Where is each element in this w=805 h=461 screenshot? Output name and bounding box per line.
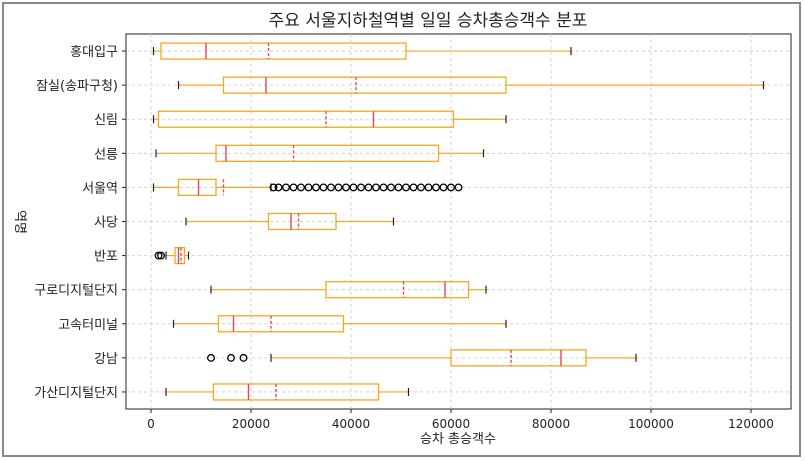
box-group <box>207 349 637 367</box>
outlier-point <box>357 183 365 192</box>
outlier-point <box>342 183 350 192</box>
outlier-point <box>227 353 235 362</box>
y-tick-label: 선릉 <box>94 147 118 162</box>
outlier-point <box>274 183 283 192</box>
box-iqr <box>212 383 380 401</box>
box-iqr <box>217 315 345 333</box>
box-group <box>152 110 507 128</box>
x-axis-label: 승차 총승객수 <box>420 432 496 447</box>
x-tick-label: 80000 <box>532 417 570 431</box>
box-iqr <box>157 110 455 128</box>
outlier-point <box>319 183 328 192</box>
outlier-point <box>409 183 418 192</box>
box-iqr <box>267 212 337 231</box>
outlier-point <box>207 353 215 362</box>
y-tick-label: 반포 <box>94 250 118 265</box>
box-iqr <box>222 76 507 94</box>
chart-title: 주요 서울지하철역별 일일 승차총승객수 분포 <box>269 11 588 31</box>
box-iqr <box>160 42 407 60</box>
outlier-point <box>269 183 278 192</box>
box-group <box>172 315 507 333</box>
x-tick-label: 0 <box>147 417 155 431</box>
y-axis-label: 역명 <box>12 210 27 234</box>
outlier-point <box>334 183 343 192</box>
outlier-point <box>239 353 248 362</box>
outlier-point <box>424 183 433 192</box>
y-tick-label: 사당 <box>94 216 118 231</box>
x-tick-label: 120000 <box>728 417 774 431</box>
box-iqr <box>450 349 587 367</box>
box-group <box>154 246 190 265</box>
outlier-point <box>432 183 440 192</box>
x-tick-label: 60000 <box>432 417 470 431</box>
box-group <box>152 178 463 197</box>
y-tick-label: 신림 <box>94 113 118 128</box>
box-group <box>210 281 487 299</box>
outlier-point <box>327 183 335 192</box>
box-iqr <box>174 246 186 265</box>
outlier-point <box>304 183 313 192</box>
outlier-point <box>447 183 455 192</box>
outlier-point <box>379 183 388 192</box>
y-tick-label: 서울역 <box>82 181 118 196</box>
box-group <box>185 212 395 231</box>
box-group <box>155 144 485 162</box>
outlier-point <box>154 251 163 260</box>
axis-layer: 0 20000 40000 60000 80000 100000 120000 홍대입구잠실(… <box>34 45 774 431</box>
box-group <box>152 42 572 60</box>
y-tick-label: 홍대입구 <box>70 45 118 60</box>
outlier-point <box>312 183 320 192</box>
outlier-point <box>364 183 373 192</box>
y-tick-label: 잠실(송파구청) <box>36 79 118 94</box>
box-group <box>177 76 765 94</box>
box-iqr <box>215 144 440 162</box>
y-tick-label: 구로디지털단지 <box>34 284 118 299</box>
outlier-point <box>297 183 305 192</box>
x-tick-label: 40000 <box>332 417 370 431</box>
outlier-point <box>289 183 298 192</box>
outlier-point <box>454 183 463 192</box>
box-iqr <box>177 178 217 197</box>
x-tick-label: 20000 <box>232 417 270 431</box>
box-layer <box>152 42 765 401</box>
outlier-point <box>387 183 395 192</box>
y-tick-label: 가산디지털단지 <box>34 386 118 401</box>
grid-layer <box>126 34 791 409</box>
outlier-point <box>282 183 290 192</box>
box-group <box>165 383 410 401</box>
x-tick-label: 100000 <box>628 417 674 431</box>
outlier-point <box>157 251 165 260</box>
chart-frame <box>2 2 801 457</box>
box-iqr <box>325 281 470 299</box>
y-tick-label: 강남 <box>94 352 118 367</box>
y-tick-label: 고속터미널 <box>58 318 118 333</box>
outlier-point <box>439 183 448 192</box>
outlier-point <box>349 183 358 192</box>
outlier-point <box>394 183 403 192</box>
outlier-point <box>417 183 425 192</box>
outlier-point <box>372 183 380 192</box>
outlier-point <box>402 183 410 192</box>
